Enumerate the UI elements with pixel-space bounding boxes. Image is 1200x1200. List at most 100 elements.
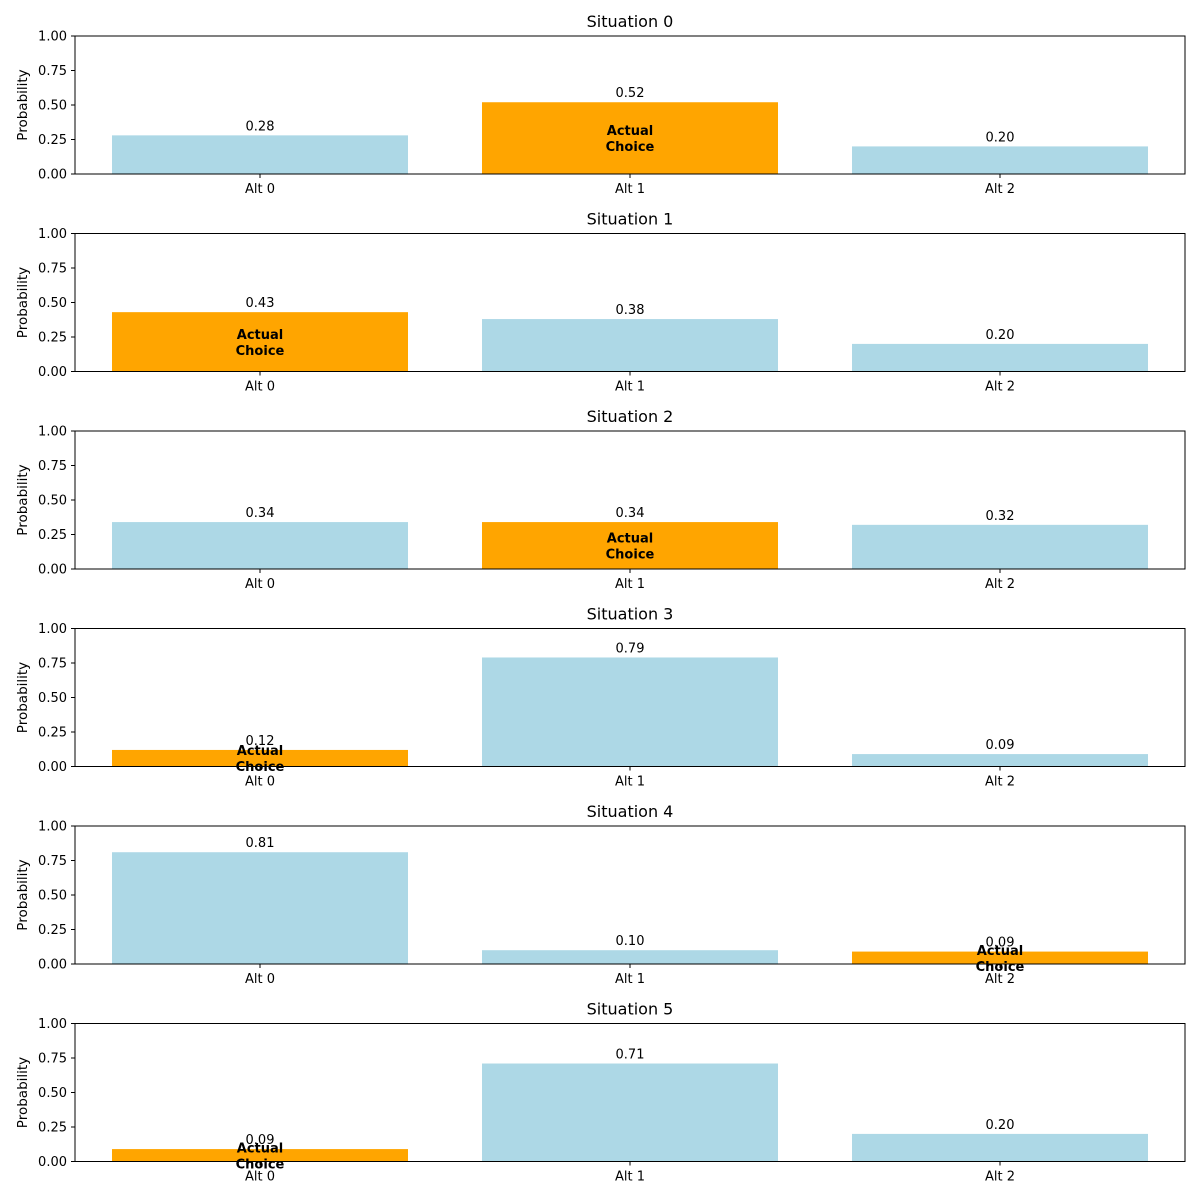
axes-frame	[74, 825, 1186, 965]
y-axis-label: Probability	[15, 1057, 31, 1128]
y-tick-label: 0.25	[38, 1121, 67, 1136]
bar-value-label: 0.20	[986, 328, 1015, 343]
bar-value-label: 0.79	[616, 641, 645, 656]
y-tick-label: 0.50	[38, 494, 67, 509]
actual-choice-annotation-line: Choice	[236, 1157, 285, 1172]
y-tick-label: 0.00	[38, 760, 67, 775]
y-tick-label: 0.00	[38, 365, 67, 380]
y-tick-label: 0.50	[38, 691, 67, 706]
actual-choice-annotation: Actual Choice	[236, 328, 285, 359]
bar-value-label: 0.09	[986, 738, 1015, 753]
y-tick-label: 0.75	[38, 459, 67, 474]
subplot-title: Situation 1	[587, 210, 674, 229]
bar-actual-choice	[482, 102, 778, 174]
bar	[112, 852, 408, 964]
bar	[112, 135, 408, 174]
y-axis-label: Probability	[15, 464, 31, 535]
bar-value-label: 0.71	[616, 1048, 645, 1063]
y-axis-label: Probability	[15, 662, 31, 733]
bar-value-label: 0.20	[986, 130, 1015, 145]
y-tick-label: 0.75	[38, 854, 67, 869]
bar	[852, 146, 1148, 174]
axes-frame	[74, 233, 1186, 372]
y-tick-label: 1.00	[38, 425, 67, 440]
y-axis-label: Probability	[15, 267, 31, 338]
subplot-situation-2: Situation 2 Probability 0.00 0.25 0.50 0.75 1.…	[15, 407, 1186, 592]
x-tick-label: Alt 0	[245, 972, 275, 987]
bar-value-label: 0.10	[616, 934, 645, 949]
y-tick-label: 0.25	[38, 331, 67, 346]
bar-actual-choice	[112, 1149, 408, 1162]
x-tick-label: Alt 0	[245, 380, 275, 395]
y-tick-label: 0.50	[38, 99, 67, 114]
subplot-situation-3: Situation 3 Probability 0.00 0.25 0.50 0.75 1.…	[15, 605, 1186, 790]
bar	[852, 524, 1148, 569]
y-tick-label: 1.00	[38, 622, 67, 637]
y-tick-label: 1.00	[38, 30, 67, 45]
bar-actual-choice	[112, 749, 408, 767]
bar-actual-choice	[112, 312, 408, 372]
bar-value-label: 0.20	[986, 1118, 1015, 1133]
bar-value-label: 0.34	[616, 506, 645, 521]
bar-value-label: 0.43	[246, 296, 275, 311]
actual-choice-annotation: Actual Choice	[606, 532, 655, 563]
bar	[852, 754, 1148, 767]
y-tick-label: 0.00	[38, 168, 67, 183]
subplot-title: Situation 2	[587, 407, 674, 426]
y-tick-label: 0.00	[38, 563, 67, 578]
bar	[852, 343, 1148, 372]
bar-actual-choice	[852, 951, 1148, 964]
actual-choice-annotation-line: Actual	[977, 944, 1023, 959]
y-tick-label: 1.00	[38, 227, 67, 242]
y-tick-label: 0.25	[38, 133, 67, 148]
actual-choice-annotation-line: Choice	[976, 960, 1025, 975]
bar	[482, 657, 778, 767]
y-tick-label: 0.25	[38, 726, 67, 741]
bar-value-label: 0.28	[246, 119, 275, 134]
x-tick-label: Alt 2	[985, 380, 1015, 395]
axes-frame	[74, 628, 1186, 767]
bar-value-label: 0.38	[616, 303, 645, 318]
x-tick-label: Alt 1	[615, 577, 645, 592]
subplot-situation-4: Situation 4 Probability 0.00 0.25 0.50 0.75 1.…	[15, 802, 1186, 987]
bar-value-label: 0.34	[246, 506, 275, 521]
actual-choice-annotation-line: Actual	[237, 1141, 283, 1156]
subplot-title: Situation 3	[587, 605, 674, 624]
actual-choice-annotation-line: Actual	[237, 328, 283, 343]
actual-choice-annotation: Actual Choice	[236, 744, 285, 775]
x-tick-label: Alt 1	[615, 775, 645, 790]
x-tick-label: Alt 1	[615, 972, 645, 987]
actual-choice-annotation-line: Actual	[237, 744, 283, 759]
y-tick-label: 0.50	[38, 296, 67, 311]
x-tick-label: Alt 0	[245, 1170, 275, 1185]
actual-choice-annotation-line: Choice	[236, 344, 285, 359]
actual-choice-annotation-line: Choice	[236, 760, 285, 775]
y-tick-label: 0.75	[38, 262, 67, 277]
bar	[482, 950, 778, 964]
bar-actual-choice	[482, 522, 778, 569]
actual-choice-annotation-line: Choice	[606, 548, 655, 563]
x-tick-label: Alt 2	[985, 775, 1015, 790]
x-tick-label: Alt 1	[615, 182, 645, 197]
bar	[482, 319, 778, 372]
bar	[112, 522, 408, 569]
subplot-situation-5: Situation 5 Probability 0.00 0.25 0.50 0.75 1.…	[15, 1000, 1186, 1185]
bar	[852, 1133, 1148, 1162]
bar-value-label: 0.32	[986, 509, 1015, 524]
actual-choice-annotation-line: Actual	[607, 124, 653, 139]
bar-value-label: 0.09	[986, 936, 1015, 951]
y-axis-label: Probability	[15, 69, 31, 140]
x-tick-label: Alt 2	[985, 1170, 1015, 1185]
subplot-situation-0: Situation 0 Probability 0.00 0.25 0.50 0.75 1.…	[15, 12, 1186, 197]
bar-value-label: 0.09	[246, 1133, 275, 1148]
actual-choice-annotation-line: Choice	[606, 140, 655, 155]
actual-choice-annotation: Actual Choice	[976, 944, 1025, 975]
y-tick-label: 0.50	[38, 889, 67, 904]
x-tick-label: Alt 0	[245, 182, 275, 197]
y-tick-label: 0.75	[38, 657, 67, 672]
x-tick-label: Alt 1	[615, 1170, 645, 1185]
bar	[482, 1063, 778, 1162]
y-tick-label: 1.00	[38, 820, 67, 835]
y-tick-label: 0.00	[38, 958, 67, 973]
